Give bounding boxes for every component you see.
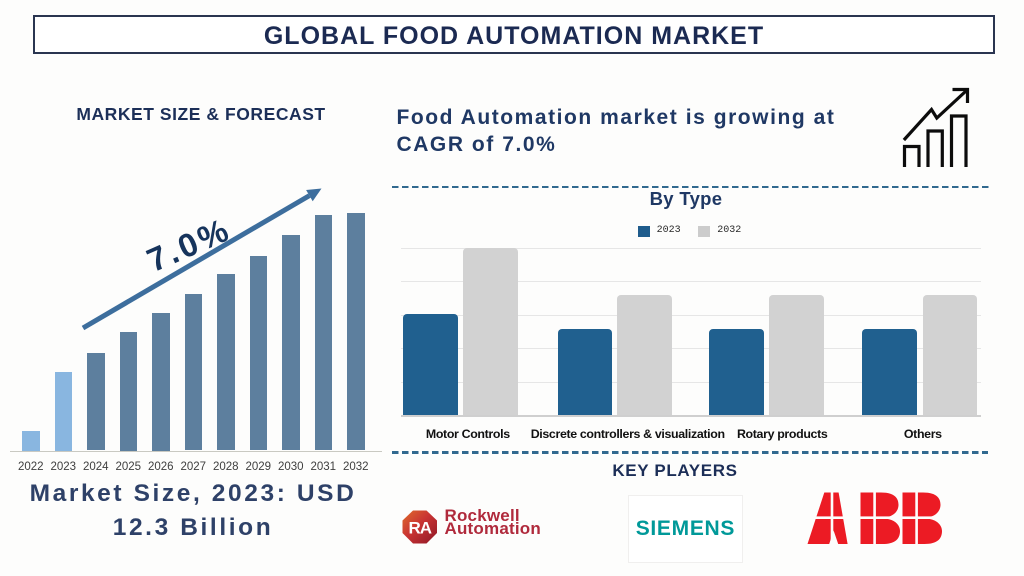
svg-text:RA: RA — [409, 519, 432, 538]
